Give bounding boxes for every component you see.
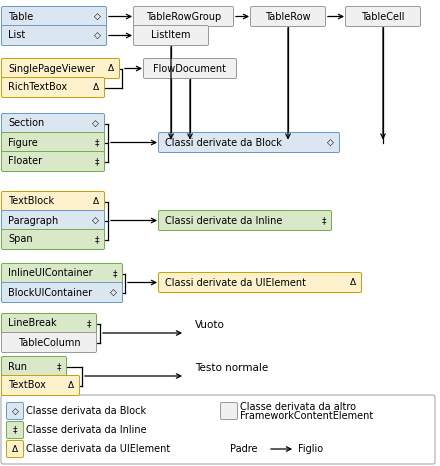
Text: ‡: ‡: [87, 319, 91, 328]
Text: InlineUIContainer: InlineUIContainer: [8, 268, 93, 279]
Text: RichTextBox: RichTextBox: [8, 82, 67, 92]
FancyBboxPatch shape: [1, 211, 105, 231]
FancyBboxPatch shape: [7, 422, 23, 439]
FancyBboxPatch shape: [1, 114, 105, 133]
Text: Paragraph: Paragraph: [8, 215, 58, 226]
Text: ◇: ◇: [94, 31, 101, 40]
Text: Testo normale: Testo normale: [195, 363, 268, 373]
Text: FrameworkContentElement: FrameworkContentElement: [240, 411, 373, 421]
FancyBboxPatch shape: [1, 7, 106, 27]
FancyBboxPatch shape: [7, 403, 23, 419]
Text: Classi derivate da UIElement: Classi derivate da UIElement: [165, 277, 306, 288]
FancyBboxPatch shape: [1, 229, 105, 249]
Text: ListItem: ListItem: [151, 30, 191, 41]
FancyBboxPatch shape: [158, 132, 340, 152]
Text: TableColumn: TableColumn: [18, 337, 81, 348]
Text: Figure: Figure: [8, 137, 38, 148]
Text: Classi derivate da Block: Classi derivate da Block: [165, 137, 282, 148]
Text: Figlio: Figlio: [298, 444, 323, 454]
Text: Table: Table: [8, 12, 33, 21]
Text: Run: Run: [8, 362, 27, 371]
Text: SinglePageViewer: SinglePageViewer: [8, 63, 95, 74]
Text: Classe derivata da Block: Classe derivata da Block: [26, 406, 146, 416]
Text: ‡: ‡: [56, 362, 61, 371]
Text: ‡: ‡: [95, 157, 99, 166]
FancyBboxPatch shape: [7, 440, 23, 458]
Text: ◇: ◇: [94, 12, 101, 21]
FancyBboxPatch shape: [1, 77, 105, 97]
Text: FlowDocument: FlowDocument: [154, 63, 227, 74]
Text: Span: Span: [8, 234, 33, 245]
Text: TableRowGroup: TableRowGroup: [146, 12, 221, 21]
Text: TextBox: TextBox: [8, 381, 46, 391]
Text: Classe derivata da altro: Classe derivata da altro: [240, 402, 356, 412]
FancyBboxPatch shape: [1, 59, 120, 78]
Text: Section: Section: [8, 118, 44, 129]
Text: Classe derivata da Inline: Classe derivata da Inline: [26, 425, 147, 435]
Text: ‡: ‡: [13, 425, 17, 434]
Text: ◇: ◇: [11, 406, 18, 416]
FancyBboxPatch shape: [1, 132, 105, 152]
FancyBboxPatch shape: [1, 26, 106, 46]
Text: Δ: Δ: [93, 83, 99, 92]
Text: BlockUIContainer: BlockUIContainer: [8, 288, 92, 297]
Text: Classi derivate da Inline: Classi derivate da Inline: [165, 215, 282, 226]
FancyBboxPatch shape: [133, 26, 209, 46]
Text: TableCell: TableCell: [361, 12, 405, 21]
FancyBboxPatch shape: [1, 333, 96, 352]
Text: Floater: Floater: [8, 157, 42, 166]
FancyBboxPatch shape: [1, 314, 96, 334]
FancyBboxPatch shape: [1, 356, 66, 377]
FancyBboxPatch shape: [220, 403, 238, 419]
Text: Δ: Δ: [350, 278, 356, 287]
FancyBboxPatch shape: [345, 7, 421, 27]
FancyBboxPatch shape: [1, 192, 105, 212]
FancyBboxPatch shape: [1, 263, 122, 283]
Text: ◇: ◇: [110, 288, 117, 297]
Text: ◇: ◇: [92, 119, 99, 128]
Text: ‡: ‡: [322, 216, 326, 225]
Text: Δ: Δ: [12, 445, 18, 453]
Text: ◇: ◇: [92, 216, 99, 225]
FancyBboxPatch shape: [1, 395, 435, 464]
FancyBboxPatch shape: [158, 273, 362, 293]
Text: Δ: Δ: [93, 197, 99, 206]
FancyBboxPatch shape: [133, 7, 234, 27]
Text: Padre: Padre: [230, 444, 257, 454]
Text: TextBlock: TextBlock: [8, 197, 54, 206]
FancyBboxPatch shape: [1, 376, 80, 396]
Text: ‡: ‡: [95, 138, 99, 147]
Text: TableRow: TableRow: [265, 12, 311, 21]
Text: Classe derivata da UIElement: Classe derivata da UIElement: [26, 444, 170, 454]
FancyBboxPatch shape: [1, 151, 105, 171]
Text: ◇: ◇: [327, 138, 334, 147]
Text: ‡: ‡: [113, 269, 117, 278]
Text: List: List: [8, 30, 25, 41]
Text: Δ: Δ: [108, 64, 114, 73]
Text: Δ: Δ: [68, 381, 74, 390]
Text: ‡: ‡: [95, 235, 99, 244]
FancyBboxPatch shape: [250, 7, 326, 27]
FancyBboxPatch shape: [158, 211, 331, 231]
Text: Vuoto: Vuoto: [195, 320, 225, 330]
FancyBboxPatch shape: [143, 59, 237, 78]
FancyBboxPatch shape: [1, 282, 122, 302]
Text: LineBreak: LineBreak: [8, 318, 57, 329]
